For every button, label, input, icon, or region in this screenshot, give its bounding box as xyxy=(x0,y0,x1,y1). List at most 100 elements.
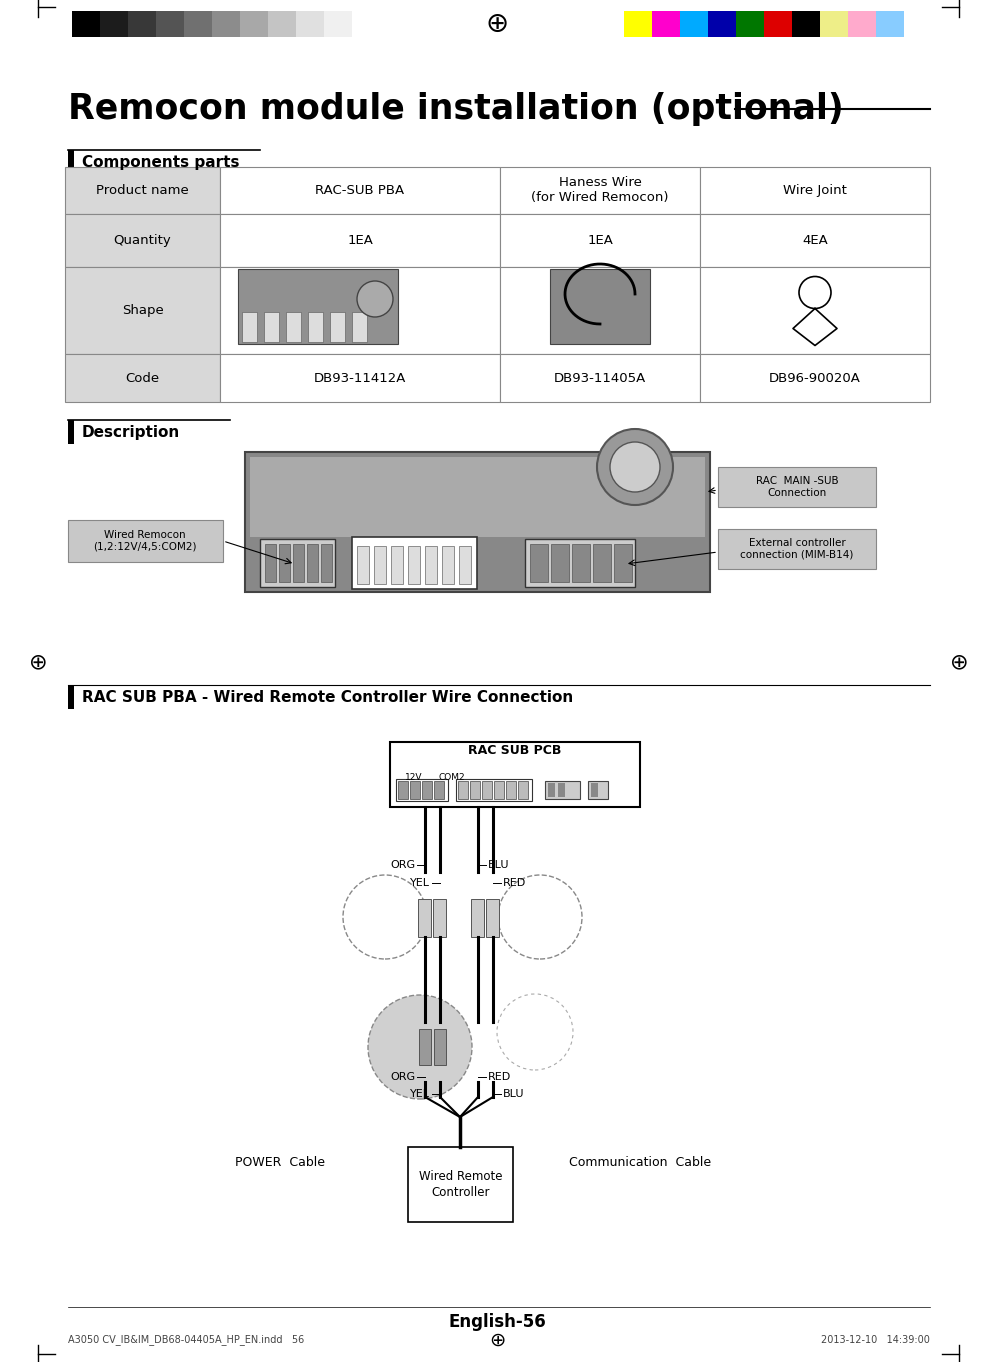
Bar xyxy=(242,312,257,342)
Bar xyxy=(324,11,352,37)
Bar xyxy=(470,780,480,799)
Bar xyxy=(471,899,484,937)
Text: Wire Joint: Wire Joint xyxy=(783,184,846,197)
Text: Quantity: Quantity xyxy=(114,234,171,247)
Bar xyxy=(486,899,499,937)
Bar xyxy=(418,899,431,937)
Bar xyxy=(352,312,367,342)
Bar xyxy=(357,546,369,584)
Bar xyxy=(419,1030,431,1065)
Bar xyxy=(406,543,426,582)
Text: RAC SUB PBA - Wired Remote Controller Wire Connection: RAC SUB PBA - Wired Remote Controller Wi… xyxy=(82,689,573,704)
Text: ⊕: ⊕ xyxy=(950,652,968,671)
Bar xyxy=(422,780,432,799)
Text: BLU: BLU xyxy=(503,1090,524,1099)
Bar xyxy=(708,11,736,37)
Bar xyxy=(482,780,492,799)
Bar xyxy=(212,11,240,37)
Bar xyxy=(398,780,408,799)
Text: Product name: Product name xyxy=(96,184,188,197)
Bar xyxy=(525,539,635,587)
Bar xyxy=(500,267,700,354)
Bar xyxy=(442,546,454,584)
Bar xyxy=(591,783,598,797)
Bar xyxy=(250,458,705,537)
Text: Description: Description xyxy=(82,425,180,440)
Circle shape xyxy=(610,443,660,492)
Text: ⊕: ⊕ xyxy=(486,10,508,38)
Bar xyxy=(390,742,640,808)
Bar xyxy=(308,312,323,342)
Bar xyxy=(551,543,569,582)
Text: Wired Remote
Controller: Wired Remote Controller xyxy=(419,1170,502,1199)
Bar xyxy=(434,780,444,799)
Bar xyxy=(700,354,930,402)
Bar xyxy=(383,543,403,582)
Text: DB93-11405A: DB93-11405A xyxy=(554,372,646,384)
Bar xyxy=(352,537,477,588)
Bar xyxy=(718,528,876,569)
Text: 1EA: 1EA xyxy=(587,234,613,247)
Bar xyxy=(220,267,500,354)
Bar xyxy=(500,168,700,214)
Text: DB93-11412A: DB93-11412A xyxy=(314,372,406,384)
Bar xyxy=(425,546,437,584)
Text: RAC-SUB PBA: RAC-SUB PBA xyxy=(315,184,405,197)
Text: Remocon module installation (optional): Remocon module installation (optional) xyxy=(68,93,843,127)
Text: DB96-90020A: DB96-90020A xyxy=(769,372,861,384)
Text: ORG: ORG xyxy=(390,859,415,870)
Text: ⊕: ⊕ xyxy=(29,652,47,671)
Bar xyxy=(321,543,332,582)
Circle shape xyxy=(357,281,393,317)
Bar xyxy=(156,11,184,37)
Bar xyxy=(68,150,74,174)
Bar xyxy=(128,11,156,37)
Bar xyxy=(307,543,318,582)
Bar xyxy=(718,467,876,507)
Bar xyxy=(588,780,608,799)
Bar xyxy=(458,780,468,799)
Bar xyxy=(452,543,472,582)
Text: 12V: 12V xyxy=(405,772,423,782)
Bar xyxy=(456,779,532,801)
Bar xyxy=(396,779,448,801)
Text: Components parts: Components parts xyxy=(82,154,239,169)
Text: RAC SUB PCB: RAC SUB PCB xyxy=(469,744,561,756)
Bar xyxy=(792,11,820,37)
Bar xyxy=(433,899,446,937)
Bar xyxy=(434,1030,446,1065)
Bar xyxy=(68,685,74,710)
Bar xyxy=(506,780,516,799)
Bar xyxy=(220,168,500,214)
Text: RAC  MAIN -SUB
Connection: RAC MAIN -SUB Connection xyxy=(756,477,838,497)
Bar xyxy=(700,267,930,354)
Bar xyxy=(624,11,652,37)
Bar xyxy=(408,546,420,584)
Bar xyxy=(494,780,504,799)
Bar xyxy=(240,11,268,37)
Bar xyxy=(558,783,565,797)
Bar xyxy=(65,267,220,354)
Text: YEL: YEL xyxy=(410,878,430,888)
Bar xyxy=(184,11,212,37)
Bar xyxy=(429,543,449,582)
Bar xyxy=(820,11,848,37)
Bar xyxy=(593,543,611,582)
Text: COM2: COM2 xyxy=(438,772,465,782)
Bar xyxy=(279,543,290,582)
Bar xyxy=(408,1147,513,1222)
Text: 2013-12-10   14:39:00: 2013-12-10 14:39:00 xyxy=(822,1335,930,1346)
Bar xyxy=(352,11,380,37)
Bar xyxy=(355,539,475,587)
Bar xyxy=(391,546,403,584)
Bar xyxy=(518,780,528,799)
Bar xyxy=(65,168,220,214)
Text: ⊕: ⊕ xyxy=(489,1331,505,1350)
Bar xyxy=(265,543,276,582)
Text: YEL: YEL xyxy=(410,1090,430,1099)
Bar xyxy=(548,783,555,797)
Bar xyxy=(764,11,792,37)
Bar xyxy=(459,546,471,584)
Bar xyxy=(245,452,710,592)
Bar xyxy=(330,312,345,342)
